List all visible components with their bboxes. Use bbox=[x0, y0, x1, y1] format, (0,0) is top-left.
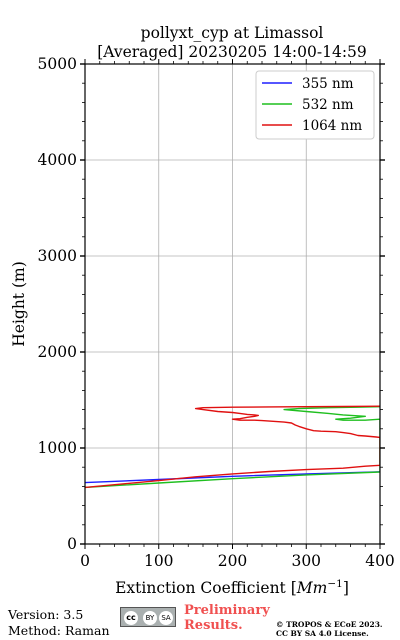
x-axis-label-unit: Mm bbox=[296, 579, 328, 597]
y-tick-label: 2000 bbox=[38, 343, 77, 361]
footer-info: Version: 3.5 Method: Raman bbox=[8, 607, 110, 639]
version-text: Version: 3.5 bbox=[8, 607, 84, 622]
y-tick-label: 3000 bbox=[38, 247, 77, 265]
x-axis-label-exponent: −1 bbox=[327, 578, 342, 590]
preliminary-line-1: Preliminary bbox=[184, 603, 270, 618]
x-tick-label: 400 bbox=[365, 552, 395, 570]
preliminary-line-2: Results. bbox=[184, 618, 243, 633]
legend-label: 532 nm bbox=[302, 97, 354, 113]
preliminary-notice: Preliminary Results. bbox=[184, 603, 270, 633]
by-icon: BY bbox=[143, 611, 157, 625]
y-tick-label: 0 bbox=[67, 535, 77, 553]
x-tick-label: 100 bbox=[144, 552, 174, 570]
copyright-notice: © TROPOS & ECoE 2023. CC BY SA 4.0 Licen… bbox=[276, 620, 383, 638]
axis-ticks bbox=[80, 59, 385, 549]
series-line-1 bbox=[85, 471, 380, 484]
x-axis-label: Extinction Coefficient [Mm−1] bbox=[115, 578, 349, 597]
series-line-2 bbox=[85, 406, 380, 489]
x-tick-labels: 0 100 200 300 400 bbox=[80, 552, 395, 570]
x-tick-label: 0 bbox=[80, 552, 90, 570]
chart-subtitle: [Averaged] 20230205 14:00-14:59 bbox=[97, 43, 367, 61]
cc-icon: cc bbox=[124, 611, 138, 625]
copyright-line-1: © TROPOS & ECoE 2023. bbox=[276, 620, 383, 629]
x-tick-label: 200 bbox=[218, 552, 248, 570]
sa-icon: SA bbox=[159, 611, 173, 625]
series-layer bbox=[85, 405, 380, 489]
x-tick-label: 300 bbox=[291, 552, 321, 570]
legend: 355 nm 532 nm 1064 nm bbox=[255, 70, 375, 140]
chart-title: pollyxt_cyp at Limassol bbox=[141, 24, 324, 42]
y-tick-label: 1000 bbox=[38, 439, 77, 457]
method-text: Method: Raman bbox=[8, 623, 110, 638]
cc-license-badge: cc BY SA bbox=[120, 607, 176, 627]
y-tick-label: 4000 bbox=[38, 151, 77, 169]
x-axis-label-end: ] bbox=[343, 579, 349, 597]
legend-box bbox=[255, 70, 375, 140]
legend-label: 1064 nm bbox=[302, 118, 362, 134]
series-line-3 bbox=[85, 405, 380, 489]
x-axis-label-text: Extinction Coefficient [ bbox=[115, 579, 297, 597]
copyright-line-2: CC BY SA 4.0 License. bbox=[276, 629, 369, 638]
y-tick-label: 5000 bbox=[38, 55, 77, 73]
y-tick-labels: 0 1000 2000 3000 4000 5000 bbox=[38, 55, 77, 553]
legend-label: 355 nm bbox=[302, 76, 354, 92]
y-axis-label: Height (m) bbox=[10, 261, 28, 347]
